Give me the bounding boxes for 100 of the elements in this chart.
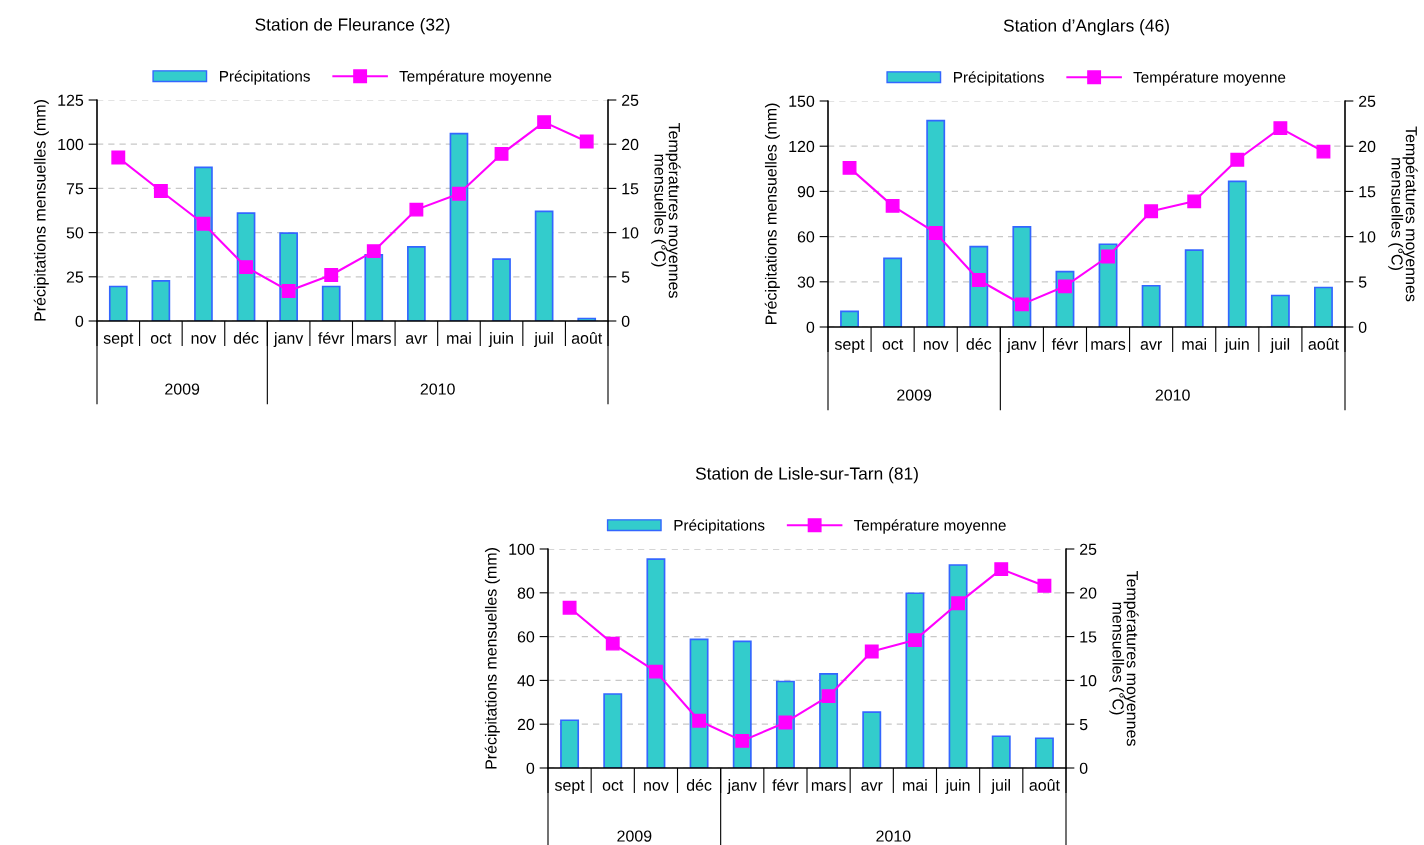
text: 2009 (617, 830, 652, 842)
y2-tick-label: 15 (1359, 186, 1376, 198)
x-tick-label: mai (447, 332, 471, 344)
bar (1227, 180, 1247, 327)
text: 2009 (165, 383, 200, 395)
x-tick-label: août (1029, 779, 1060, 791)
bar (108, 285, 128, 321)
point (111, 150, 126, 165)
x-tick-label: oct (602, 780, 624, 791)
y-tick-label: 125 (58, 94, 84, 106)
chart-title: Station d’Anglars (46) (1003, 18, 1169, 36)
legend-label: Température moyenne (853, 519, 1006, 534)
point (153, 184, 168, 198)
y-tick-label: 60 (797, 231, 815, 243)
point (1316, 144, 1331, 159)
x-tick-label: mars (1091, 341, 1126, 350)
text: 2010 (876, 830, 911, 842)
y-tick-label: 80 (517, 587, 535, 599)
x-tick-label: janv (727, 779, 757, 794)
y-axis-title: Précipitations mensuelles (mm) (764, 103, 780, 325)
bar (926, 119, 946, 327)
x-tick-label: janv (273, 332, 304, 347)
bar (883, 257, 903, 327)
text: 2010 (1155, 389, 1190, 401)
y2-tick-label: 0 (1079, 762, 1088, 774)
y2-tick-label: 10 (1359, 231, 1376, 243)
point (605, 636, 620, 651)
y2-tick-label: 25 (1080, 543, 1097, 555)
x-tick-label: avr (861, 782, 883, 791)
y2-tick-label: 15 (622, 183, 639, 195)
y-tick-label: 20 (517, 718, 535, 731)
y2-tick-label: 10 (622, 227, 639, 239)
point (778, 715, 793, 730)
x-tick-label: mars (811, 782, 846, 791)
bar (1184, 249, 1204, 327)
point (971, 273, 986, 287)
point (1101, 249, 1115, 264)
y2-tick-label: 5 (621, 271, 630, 283)
y2-tick-label: 5 (1079, 719, 1088, 731)
y-tick-label: 0 (75, 315, 84, 327)
y2-tick-label: 10 (1080, 675, 1097, 687)
y-tick-label: 60 (517, 631, 535, 643)
point (1187, 194, 1202, 209)
x-tick-label: déc (233, 331, 259, 344)
bar (534, 210, 554, 321)
y-tick-label: 25 (66, 271, 84, 283)
x-tick-label: juin (1224, 338, 1249, 353)
bar (194, 166, 213, 321)
bar (1141, 284, 1161, 327)
x-tick-label: déc (966, 337, 992, 350)
chart-title: Station de Fleurance (32) (255, 17, 450, 35)
point (366, 244, 381, 259)
x-tick-label: nov (191, 335, 217, 344)
x-tick-label: sept (834, 339, 865, 353)
x-tick-label: août (1308, 338, 1339, 350)
x-tick-label: oct (150, 333, 172, 344)
bar (321, 285, 341, 321)
y-axis-title: Précipitations mensuelles (mm) (484, 548, 500, 769)
y2-axis-title: Températures moyennes mensuelles (°C) (1388, 126, 1418, 302)
point (994, 562, 1009, 577)
x-tick-label: avr (405, 335, 428, 344)
x-tick-label: mars (357, 335, 391, 344)
x-tick-label: mai (1182, 338, 1206, 350)
point (928, 226, 943, 240)
y2-axis-title: Températures moyennes mensuelles (°C) (651, 122, 681, 298)
x-tick-label: janv (1006, 338, 1037, 353)
y-tick-label: 40 (517, 675, 535, 687)
legend-label: Température moyenne (399, 70, 552, 85)
point (885, 198, 900, 213)
point (692, 713, 707, 728)
point (1037, 578, 1052, 593)
x-tick-label: nov (923, 341, 949, 350)
text: 2009 (897, 389, 932, 401)
bar (840, 310, 859, 327)
x-tick-label: déc (686, 778, 712, 791)
x-tick-label: juin (488, 332, 513, 347)
y2-tick-label: 15 (1080, 631, 1097, 643)
bar (560, 719, 580, 768)
bar (603, 693, 623, 768)
bar (1034, 737, 1054, 768)
x-tick-label: août (571, 332, 603, 344)
y2-tick-label: 0 (621, 315, 630, 327)
bar (905, 592, 925, 768)
point (1058, 279, 1072, 294)
y-tick-label: 0 (526, 762, 535, 774)
x-tick-label: févr (1051, 337, 1079, 350)
x-tick-label: juin (945, 779, 970, 794)
point (1144, 204, 1159, 219)
y2-tick-label: 5 (1358, 276, 1367, 288)
bar (449, 132, 469, 321)
y2-tick-label: 20 (622, 138, 639, 151)
legend-label: Température moyenne (1133, 71, 1286, 86)
point (562, 600, 577, 615)
bar (492, 258, 511, 321)
y-tick-label: 120 (789, 140, 815, 153)
x-tick-label: mai (903, 779, 927, 791)
bar (646, 558, 666, 768)
bar (948, 564, 968, 768)
point (452, 186, 466, 201)
point (648, 664, 663, 679)
